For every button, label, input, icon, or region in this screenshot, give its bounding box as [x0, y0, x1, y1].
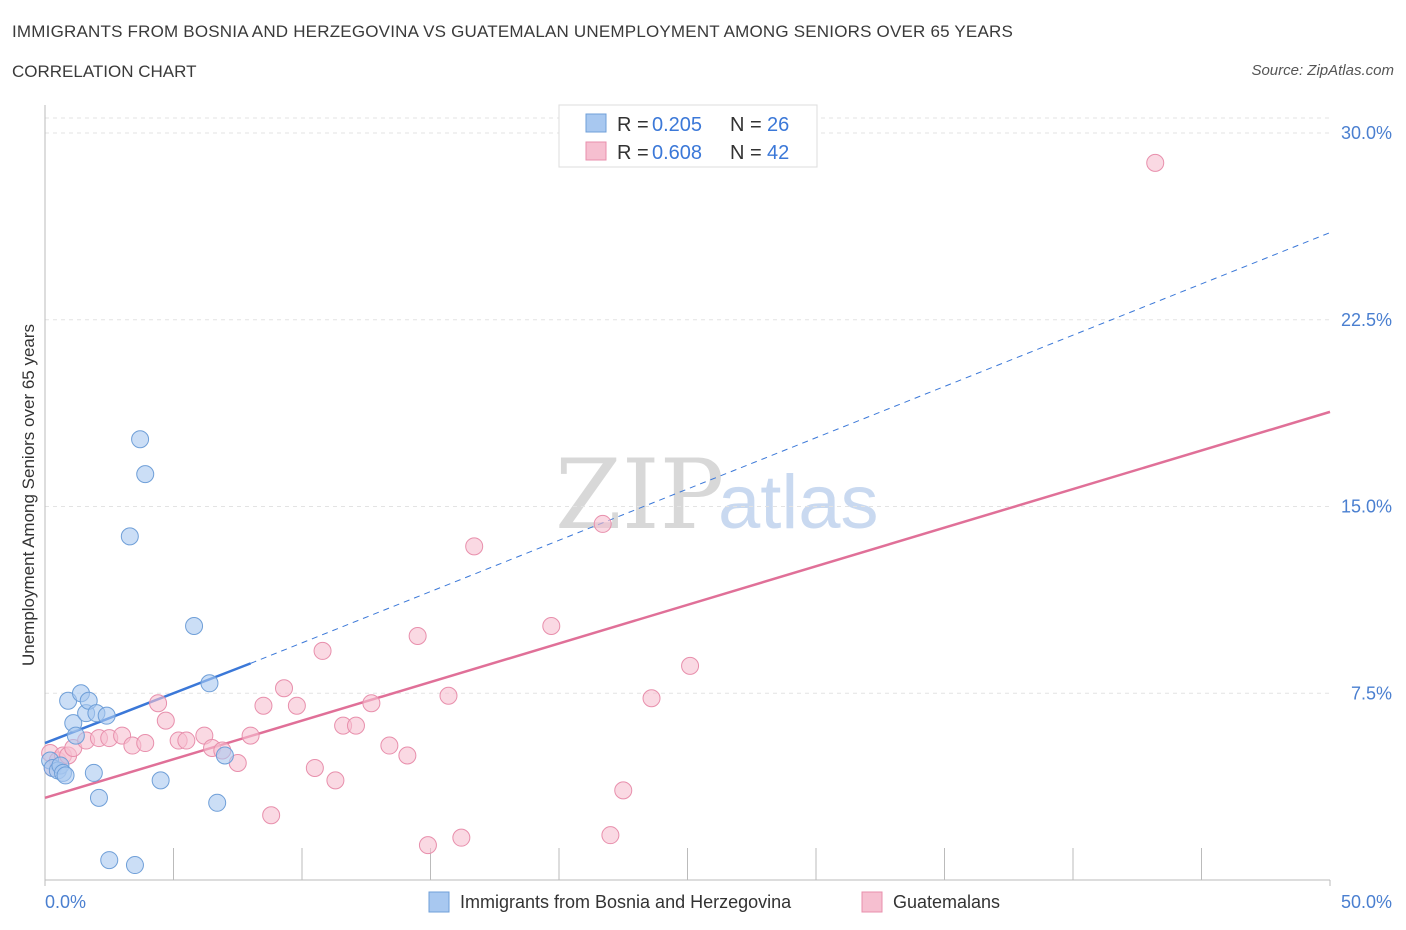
- point-guatemalan: [408, 626, 427, 645]
- point-guatemalan: [136, 734, 155, 753]
- point-guatemalan: [601, 826, 620, 845]
- point-bosnia: [125, 856, 144, 875]
- legend-bottom: Immigrants from Bosnia and Herzegovina G…: [428, 891, 1000, 913]
- point-guatemalan: [398, 746, 417, 765]
- point-bosnia: [84, 763, 103, 782]
- data-points: [41, 153, 1165, 875]
- point-bosnia: [66, 726, 85, 745]
- point-guatemalan: [275, 679, 294, 698]
- point-guatemalan: [362, 694, 381, 713]
- point-guatemalan: [254, 696, 273, 715]
- point-guatemalan: [241, 726, 260, 745]
- legend-swatch-pink: [585, 141, 607, 161]
- point-guatemalan: [149, 694, 168, 713]
- point-guatemalan: [177, 731, 196, 750]
- y-tick-label: 22.5%: [1341, 310, 1392, 330]
- point-guatemalan: [614, 781, 633, 800]
- point-guatemalan: [681, 656, 700, 675]
- x-tick-label-max: 50.0%: [1341, 892, 1392, 912]
- point-guatemalan: [305, 758, 324, 777]
- legend-top: R = 0.205 N = 26 R = 0.608 N = 42: [558, 104, 818, 168]
- watermark-zip: ZIP: [555, 439, 724, 551]
- point-bosnia: [151, 771, 170, 790]
- point-guatemalan: [418, 836, 437, 855]
- point-guatemalan: [156, 711, 175, 730]
- legend-blue-n-value: 26: [767, 114, 789, 136]
- point-guatemalan: [346, 716, 365, 735]
- point-guatemalan: [326, 771, 345, 790]
- point-bosnia: [185, 617, 204, 636]
- legend-pink-r-value: 0.608: [652, 142, 702, 164]
- grid-lines: [45, 117, 1330, 694]
- legend-bottom-label-pink: Guatemalans: [893, 892, 1000, 912]
- y-tick-label: 15.0%: [1341, 497, 1392, 517]
- y-axis-label: Unemployment Among Seniors over 65 years: [19, 324, 38, 666]
- legend-bottom-swatch-blue: [428, 891, 450, 913]
- point-bosnia: [56, 766, 75, 785]
- legend-pink-n-value: 42: [767, 142, 789, 164]
- point-bosnia: [136, 465, 155, 484]
- point-bosnia: [215, 746, 234, 765]
- watermark-atlas: atlas: [718, 460, 879, 545]
- axes: 7.5% 15.0% 22.5% 30.0% 0.0% 50.0%: [44, 105, 1392, 912]
- point-bosnia: [208, 793, 227, 812]
- point-bosnia: [100, 851, 119, 870]
- legend-pink-n-label: N =: [730, 142, 762, 164]
- legend-swatch-blue: [585, 113, 607, 133]
- y-tick-label: 7.5%: [1351, 683, 1392, 703]
- point-guatemalan: [465, 537, 484, 556]
- legend-bottom-swatch-pink: [861, 891, 883, 913]
- point-bosnia: [200, 674, 219, 693]
- y-tick-label: 30.0%: [1341, 123, 1392, 143]
- point-guatemalan: [439, 686, 458, 705]
- chart-source: Source: ZipAtlas.com: [1251, 62, 1394, 79]
- point-bosnia: [120, 527, 139, 546]
- point-guatemalan: [542, 617, 561, 636]
- legend-blue-n-label: N =: [730, 114, 762, 136]
- point-guatemalan: [452, 828, 471, 847]
- point-guatemalan: [287, 696, 306, 715]
- chart-subtitle: CORRELATION CHART: [12, 62, 197, 81]
- point-guatemalan: [1146, 153, 1165, 172]
- chart-title: IMMIGRANTS FROM BOSNIA AND HERZEGOVINA V…: [12, 22, 1014, 41]
- legend-pink-r-label: R =: [617, 142, 649, 164]
- legend-blue-r-label: R =: [617, 114, 649, 136]
- point-guatemalan: [642, 689, 661, 708]
- trend-line-blue-extension: [250, 232, 1331, 664]
- legend-bottom-label-blue: Immigrants from Bosnia and Herzegovina: [460, 892, 792, 912]
- point-guatemalan: [262, 806, 281, 825]
- point-guatemalan: [593, 514, 612, 533]
- point-guatemalan: [380, 736, 399, 755]
- point-bosnia: [89, 788, 108, 807]
- legend-blue-r-value: 0.205: [652, 114, 702, 136]
- x-tick-label-min: 0.0%: [45, 892, 86, 912]
- point-bosnia: [131, 430, 150, 449]
- point-bosnia: [97, 706, 116, 725]
- point-guatemalan: [313, 641, 332, 660]
